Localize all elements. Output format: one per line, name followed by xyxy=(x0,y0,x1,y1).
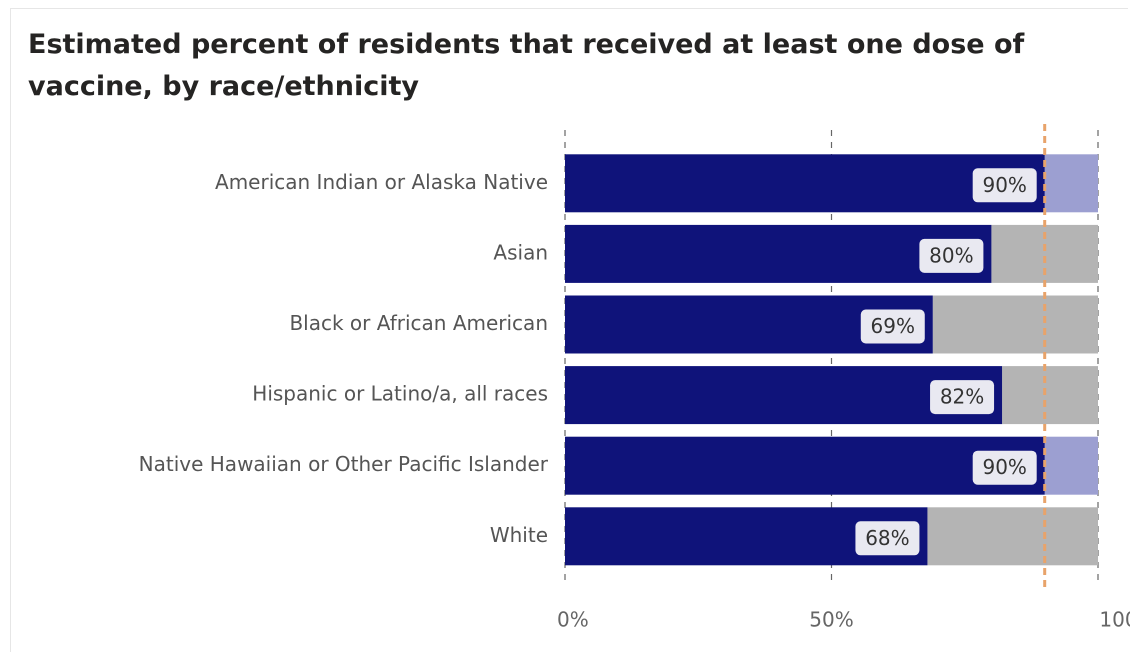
value-label: 80% xyxy=(929,243,973,267)
bar-remainder xyxy=(1044,154,1098,213)
value-label: 90% xyxy=(982,173,1026,197)
value-label-box xyxy=(860,309,925,344)
bar-remainder xyxy=(927,507,1098,566)
category-label: Hispanic or Latino/a, all races xyxy=(252,382,548,406)
x-tick-label: 100% xyxy=(1099,608,1130,632)
category-label: Asian xyxy=(493,240,548,264)
chart-title: Estimated percent of residents that rece… xyxy=(28,29,1025,102)
category-label: Native Hawaiian or Other Pacific Islande… xyxy=(139,452,549,476)
bar xyxy=(565,154,1045,213)
value-label-box xyxy=(855,521,920,556)
bar xyxy=(565,436,1045,495)
category-label: Black or African American xyxy=(289,311,548,335)
bar-remainder xyxy=(1044,436,1098,495)
bar-remainder xyxy=(932,295,1098,354)
category-label: American Indian or Alaska Native xyxy=(215,170,548,194)
bar-remainder xyxy=(1002,366,1098,425)
value-label-box xyxy=(972,450,1037,485)
value-label: 90% xyxy=(982,455,1026,479)
x-tick-label: 0% xyxy=(557,608,589,632)
value-label: 68% xyxy=(865,526,909,550)
visual-frame xyxy=(10,8,1128,652)
value-label-box xyxy=(930,380,995,415)
value-label: 69% xyxy=(871,314,915,338)
category-label: White xyxy=(490,523,548,547)
value-label-box xyxy=(972,168,1037,203)
x-tick-label: 50% xyxy=(809,608,853,632)
value-label-box xyxy=(919,238,984,273)
bar xyxy=(565,366,1003,425)
value-label: 82% xyxy=(940,385,984,409)
